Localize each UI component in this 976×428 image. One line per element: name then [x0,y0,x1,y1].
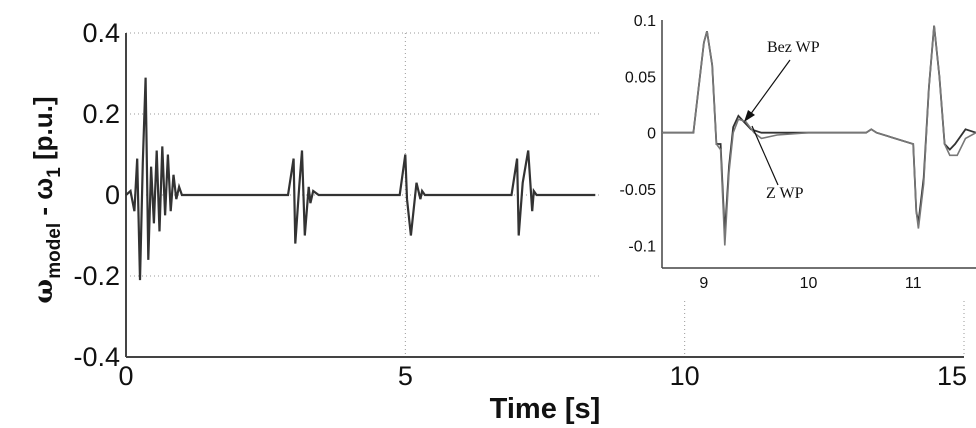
y-label-unit: [p.u.] [28,96,58,167]
annotation-z-wp-pointer [751,125,779,186]
inset-x-tick-labels: 9 10 11 [699,275,921,292]
main-plot: -0.4-0.200.20.4 0 5 10 15 Time [s] ωmodel -… [28,18,967,425]
main-series-line [125,77,596,281]
inset-y-tick-label: 0.05 [625,69,656,86]
x-axis-label: Time [s] [490,393,601,425]
inset-x-tick-label: 10 [800,275,818,292]
main-y-tick-label: 0.2 [82,99,120,129]
inset-series-z-wp [662,25,976,246]
y-label-sub-model: model [44,223,65,279]
main-y-tick-labels: -0.4 -0.2 0 0.2 0.4 [73,18,120,372]
inset-y-tick-label: -0.1 [628,238,656,255]
y-label-sub-1: 1 [44,167,65,178]
main-x-tick-labels: 0 5 10 15 [118,361,967,391]
annotation-z-wp: Z WP [766,185,804,202]
main-x-tick-label: 10 [670,361,700,391]
annotation-bez-wp-arrow [749,59,791,116]
main-x-tick-label: 0 [118,361,133,391]
y-label-omega: ω [29,279,59,304]
annotation-bez-wp: Bez WP [767,39,820,56]
main-x-tick-label: 15 [937,361,967,391]
inset-plot: -0.1 -0.05 0 0.05 0.1 9 10 11 Bez WP Z WP [600,0,976,300]
main-y-tick-label: -0.2 [73,261,120,291]
main-x-tick-label: 5 [398,361,413,391]
main-y-tick-label: 0.4 [82,18,120,48]
inset-y-tick-labels: -0.1 -0.05 0 0.05 0.1 [620,13,657,255]
main-y-tick-label: 0 [105,180,120,210]
y-label-mid: - ω [28,178,58,223]
inset-y-tick-label: 0 [647,126,656,143]
inset-x-tick-label: 11 [905,275,922,292]
inset-y-tick-label: 0.1 [634,13,656,30]
inset-y-tick-label: -0.05 [620,182,657,199]
annotation-bez-wp-arrowhead [744,110,755,122]
y-axis-label: ωmodel - ω1 [p.u.] [28,96,65,303]
inset-x-tick-label: 9 [699,275,708,292]
main-y-tick-label: -0.4 [73,342,120,372]
inset-series [662,25,976,246]
